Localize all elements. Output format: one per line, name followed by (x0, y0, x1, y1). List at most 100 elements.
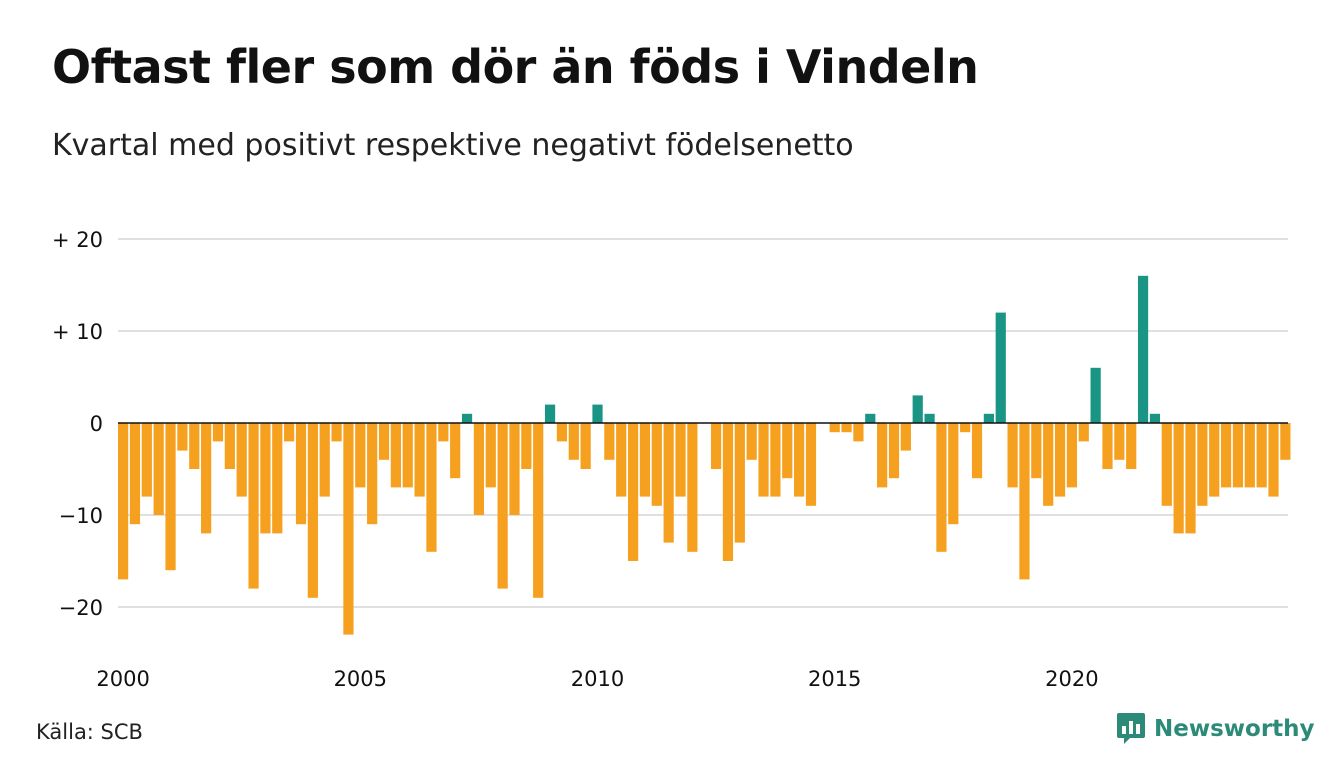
bar-negative (426, 423, 437, 552)
bar-negative (1126, 423, 1137, 469)
y-tick-label: −10 (59, 504, 103, 528)
bar-negative (746, 423, 757, 460)
newsworthy-logo: Newsworthy (1116, 712, 1315, 746)
bar-negative (556, 423, 568, 442)
bar-negative (295, 423, 307, 525)
x-tick-label: 2015 (808, 667, 861, 691)
bar-negative (627, 423, 639, 561)
bar-negative (758, 423, 769, 497)
bar-negative (355, 423, 366, 488)
bar-negative (165, 423, 176, 571)
bar-negative (1161, 423, 1172, 506)
bar-negative (1173, 423, 1184, 534)
bar-negative (153, 423, 164, 515)
bar-negative (841, 423, 852, 433)
bar-negative (936, 423, 947, 552)
bar-negative (580, 423, 591, 469)
bar-positive (1090, 367, 1101, 423)
x-tick-label: 2000 (96, 667, 149, 691)
x-tick-label: 2010 (571, 667, 624, 691)
bar-negative (1019, 423, 1030, 580)
bar-negative (319, 423, 330, 497)
bar-negative (450, 423, 461, 479)
bar-negative (201, 423, 212, 534)
bar-negative (853, 423, 864, 442)
bar-negative (960, 423, 971, 433)
bar-negative (189, 423, 200, 469)
bar-negative (1209, 423, 1220, 497)
bar-negative (378, 423, 390, 460)
bar-negative (473, 423, 484, 515)
brand-name: Newsworthy (1154, 716, 1315, 742)
bar-negative (794, 423, 805, 497)
bar-negative (533, 423, 544, 598)
x-tick-label: 2020 (1045, 667, 1098, 691)
bar-negative (367, 423, 378, 525)
bar-negative (568, 423, 579, 460)
bar-negative (675, 423, 686, 497)
bar-negative (284, 423, 295, 442)
bar-negative (521, 423, 532, 469)
bar-negative (651, 423, 662, 506)
bar-negative (260, 423, 271, 534)
bar-positive (592, 404, 603, 423)
bar-negative (711, 423, 722, 469)
bar-negative (1078, 423, 1089, 442)
bar-negative (687, 423, 698, 552)
bar-negative (212, 423, 224, 442)
newsworthy-logo-icon (1117, 713, 1145, 744)
bar-negative (1244, 423, 1255, 488)
bar-negative (1256, 423, 1267, 488)
bar-negative (1054, 423, 1066, 497)
bar-negative (604, 423, 615, 460)
bar-negative (734, 423, 745, 543)
bar-positive (1137, 275, 1149, 423)
bar-negative (877, 423, 888, 488)
bar-negative (1114, 423, 1125, 460)
bar-negative (829, 423, 840, 433)
bar-negative (971, 423, 983, 479)
bar-positive (865, 413, 876, 423)
bar-negative (805, 423, 817, 506)
bar-negative (343, 423, 354, 635)
bar-negative (639, 423, 651, 497)
bar-negative (118, 423, 129, 580)
bar-negative (177, 423, 188, 451)
chart-subtitle: Kvartal med positivt respektive negativt… (52, 128, 854, 163)
bar-negative (129, 423, 141, 525)
bar-negative (1102, 423, 1113, 469)
bar-negative (1232, 423, 1244, 488)
bar-negative (224, 423, 235, 469)
x-tick-label: 2005 (334, 667, 387, 691)
bar-negative (1185, 423, 1196, 534)
bar-negative (402, 423, 413, 488)
bar-negative (438, 423, 449, 442)
bar-negative (414, 423, 425, 497)
bar-positive (995, 312, 1006, 423)
bar-negative (616, 423, 627, 497)
bar-negative (497, 423, 508, 589)
bar-negative (509, 423, 520, 515)
bar-negative (1066, 423, 1077, 488)
y-tick-label: + 20 (52, 228, 103, 252)
bar-negative (236, 423, 247, 497)
bar-negative (272, 423, 283, 534)
bar-negative (1043, 423, 1054, 506)
bar-negative (1007, 423, 1018, 488)
bar-negative (782, 423, 793, 479)
bar-negative (1197, 423, 1208, 506)
bar-positive (924, 413, 935, 423)
bar-negative (722, 423, 734, 561)
bar-negative (307, 423, 318, 598)
bar-negative (485, 423, 496, 488)
bar-positive (461, 413, 473, 423)
bar-negative (663, 423, 674, 543)
bar-negative (1220, 423, 1232, 488)
bar-positive (983, 413, 994, 423)
bar-negative (900, 423, 911, 451)
bar-negative (248, 423, 259, 589)
bar-negative (1280, 423, 1291, 460)
bar-positive (1149, 413, 1161, 423)
bar-negative (888, 423, 900, 479)
bar-negative (1268, 423, 1279, 497)
